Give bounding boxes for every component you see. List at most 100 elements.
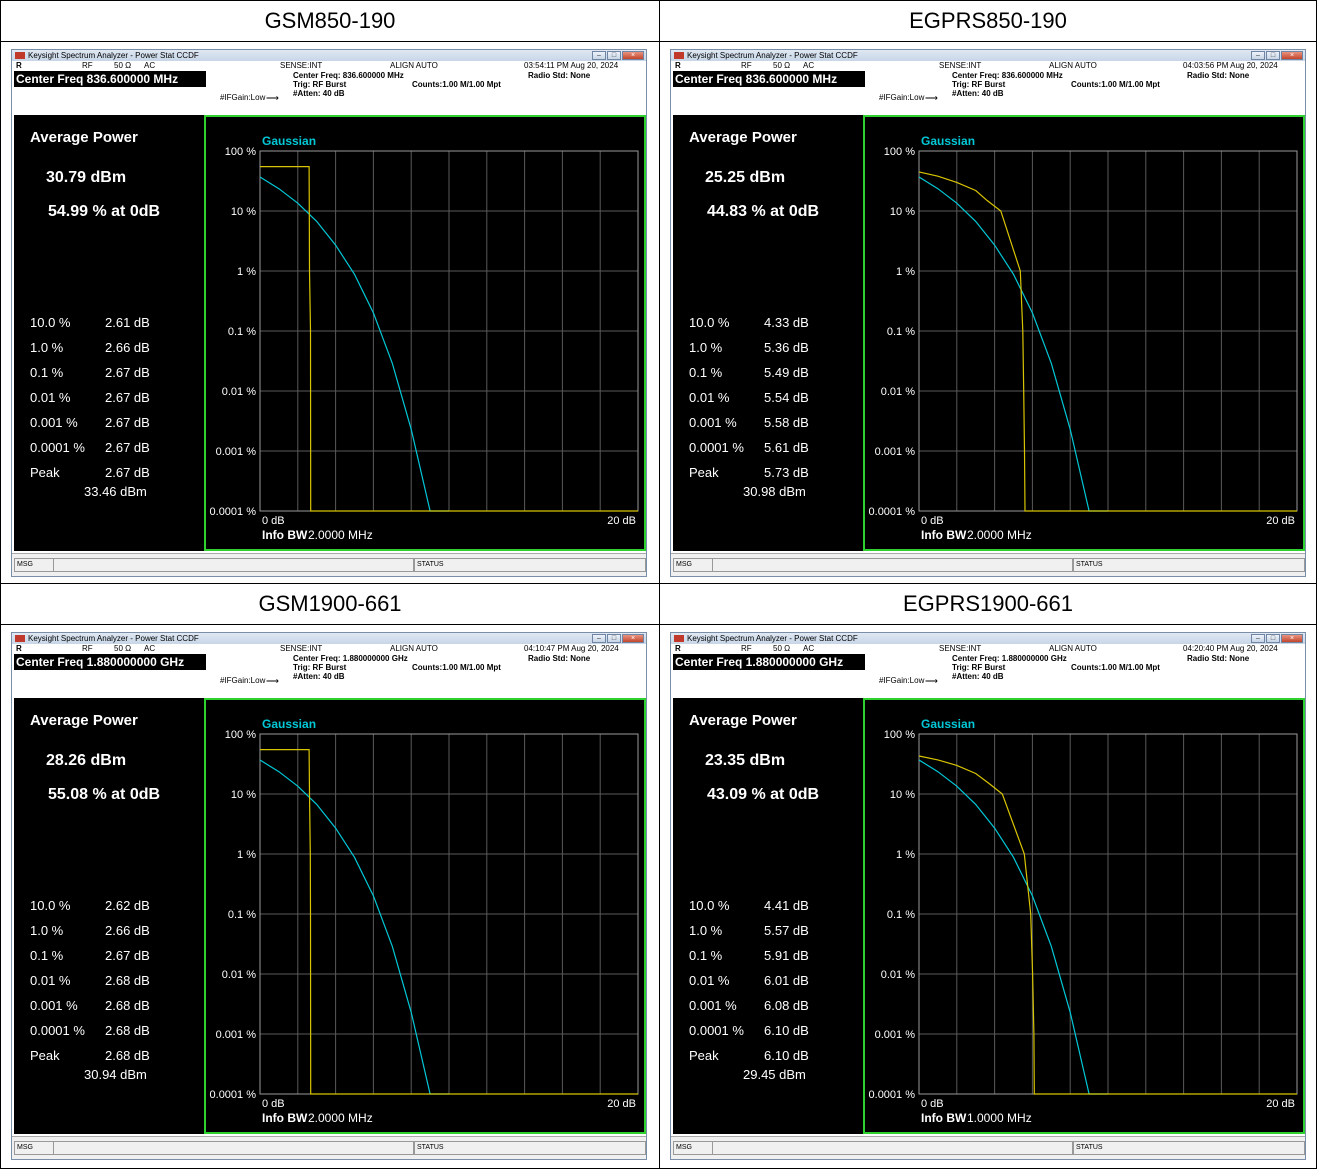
ifgain-line: #IFGain:Low <box>879 93 925 102</box>
y-tick-label: 0.01 % <box>881 969 915 981</box>
close-button[interactable]: × <box>1281 634 1303 643</box>
average-power-title: Average Power <box>30 129 138 146</box>
ifgain-line: #IFGain:Low <box>220 93 266 102</box>
timestamp: 03:54:11 PM Aug 20, 2024 <box>524 61 619 70</box>
ccdf-db-value: 5.49 dB <box>764 365 809 380</box>
legend-gaussian: Gaussian <box>921 134 975 148</box>
ccdf-db-value: 2.66 dB <box>105 340 150 355</box>
window-title: Keysight Spectrum Analyzer - Power Stat … <box>28 51 199 60</box>
measurement-body: Average Power 23.35 dBm 43.09 % at 0dB 10.0… <box>671 694 1305 1136</box>
radio-std: Radio Std: None <box>1187 654 1250 663</box>
ccdf-db-value: 5.58 dB <box>764 415 809 430</box>
header-coupling: AC <box>144 61 156 70</box>
info-bw-label: Info BW <box>262 1111 308 1125</box>
align-status: ALIGN AUTO <box>1049 644 1097 653</box>
msg-label: MSG <box>673 558 713 572</box>
status-bar: MSG STATUS <box>671 553 1305 576</box>
ccdf-probability: 0.001 % <box>689 415 737 430</box>
ccdf-plot: 100 % 10 % 1 % 0.1 % 0.01 % 0.001 % 0.0001 % Ga… <box>204 115 646 551</box>
status-field[interactable]: STATUS <box>414 558 646 572</box>
maximize-button[interactable]: □ <box>1266 634 1280 643</box>
header-rf: RF <box>741 61 752 70</box>
close-button[interactable]: × <box>622 51 644 60</box>
minimize-button[interactable]: – <box>1251 634 1265 643</box>
ccdf-probability: 0.01 % <box>30 973 71 988</box>
y-tick-label: 0.1 % <box>228 909 256 921</box>
app-icon <box>15 635 25 642</box>
y-tick-label: 1 % <box>896 849 915 861</box>
status-field[interactable]: STATUS <box>1073 1141 1305 1155</box>
radio-std: Radio Std: None <box>1187 71 1250 80</box>
ccdf-chart-svg: 100 % 10 % 1 % 0.1 % 0.01 % 0.001 % 0.0001 % Ga… <box>210 717 639 1125</box>
msg-label: MSG <box>14 558 54 572</box>
counts-line: Counts:1.00 M/1.00 Mpt <box>412 663 501 672</box>
ccdf-db-value: 2.68 dB <box>105 1048 150 1063</box>
ccdf-probability: 10.0 % <box>689 898 730 913</box>
align-status: ALIGN AUTO <box>390 644 438 653</box>
info-bw-value: 1.0000 MHz <box>967 1111 1032 1125</box>
status-field[interactable]: STATUS <box>414 1141 646 1155</box>
ccdf-db-value: 4.41 dB <box>764 898 809 913</box>
maximize-button[interactable]: □ <box>607 634 621 643</box>
results-panel: Average Power 28.26 dBm 55.08 % at 0dB 10.0… <box>14 698 204 1134</box>
status-bar: MSG STATUS <box>12 553 646 576</box>
trigger-line: Trig: RF Burst <box>293 663 347 672</box>
y-tick-label: 100 % <box>225 146 256 158</box>
maximize-button[interactable]: □ <box>607 51 621 60</box>
y-tick-label: 1 % <box>237 849 256 861</box>
close-button[interactable]: × <box>622 634 644 643</box>
ccdf-probability: 0.1 % <box>689 948 723 963</box>
percent-at-0db: 43.09 % at 0dB <box>707 786 820 803</box>
ccdf-db-value: 2.67 dB <box>105 465 150 480</box>
ccdf-db-value: 2.68 dB <box>105 998 150 1013</box>
radio-std: Radio Std: None <box>528 71 591 80</box>
close-button[interactable]: × <box>1281 51 1303 60</box>
peak-power-dbm: 30.98 dBm <box>743 484 806 499</box>
ccdf-probability: 0.01 % <box>30 390 71 405</box>
window-controls: – □ × <box>592 634 644 643</box>
ccdf-probability: 0.1 % <box>689 365 723 380</box>
counts-line: Counts:1.00 M/1.00 Mpt <box>412 80 501 89</box>
x-tick-label-end: 20 dB <box>607 1098 636 1110</box>
sense-status: SENSE:INT <box>939 61 982 70</box>
analyzer-window: Keysight Spectrum Analyzer - Power Stat … <box>11 49 647 577</box>
ccdf-db-value: 4.33 dB <box>764 315 809 330</box>
panel-title: GSM850-190 <box>1 1 659 42</box>
y-tick-label: 100 % <box>884 729 915 741</box>
window-titlebar: Keysight Spectrum Analyzer - Power Stat … <box>671 633 1305 644</box>
minimize-button[interactable]: – <box>592 51 606 60</box>
ccdf-chart-svg: 100 % 10 % 1 % 0.1 % 0.01 % 0.001 % 0.0001 % Ga… <box>210 134 639 542</box>
center-freq-display[interactable]: Center Freq 836.600000 MHz <box>673 71 865 87</box>
header-r: R <box>675 644 681 653</box>
ccdf-chart-svg: 100 % 10 % 1 % 0.1 % 0.01 % 0.001 % 0.0001 % Ga… <box>869 134 1298 542</box>
trigger-line: Trig: RF Burst <box>952 663 1006 672</box>
y-tick-label: 0.1 % <box>887 326 915 338</box>
align-status: ALIGN AUTO <box>390 61 438 70</box>
center-freq-display[interactable]: Center Freq 1.880000000 GHz <box>14 654 206 670</box>
timestamp: 04:20:40 PM Aug 20, 2024 <box>1183 644 1278 653</box>
y-tick-label: 0.001 % <box>216 1029 257 1041</box>
y-tick-label: 1 % <box>237 266 256 278</box>
analyzer-window: Keysight Spectrum Analyzer - Power Stat … <box>670 49 1306 577</box>
status-field[interactable]: STATUS <box>1073 558 1305 572</box>
y-tick-label: 0.1 % <box>228 326 256 338</box>
x-tick-label-start: 0 dB <box>921 1098 944 1110</box>
ccdf-db-value: 2.68 dB <box>105 1023 150 1038</box>
header-r: R <box>16 644 22 653</box>
atten-line: #Atten: 40 dB <box>293 89 345 98</box>
minimize-button[interactable]: – <box>592 634 606 643</box>
center-freq-display[interactable]: Center Freq 1.880000000 GHz <box>673 654 865 670</box>
ifgain-line: #IFGain:Low <box>220 676 266 685</box>
y-tick-label: 0.0001 % <box>869 1089 916 1101</box>
ccdf-probability: 0.01 % <box>689 390 730 405</box>
maximize-button[interactable]: □ <box>1266 51 1280 60</box>
minimize-button[interactable]: – <box>1251 51 1265 60</box>
y-tick-label: 1 % <box>896 266 915 278</box>
measured-ccdf-line <box>260 166 638 512</box>
trigger-arrow-icon: ⟶ <box>925 676 938 686</box>
counts-line: Counts:1.00 M/1.00 Mpt <box>1071 663 1160 672</box>
center-freq-display[interactable]: Center Freq 836.600000 MHz <box>14 71 206 87</box>
ccdf-probability: Peak <box>30 1048 60 1063</box>
y-tick-label: 0.0001 % <box>210 506 257 518</box>
